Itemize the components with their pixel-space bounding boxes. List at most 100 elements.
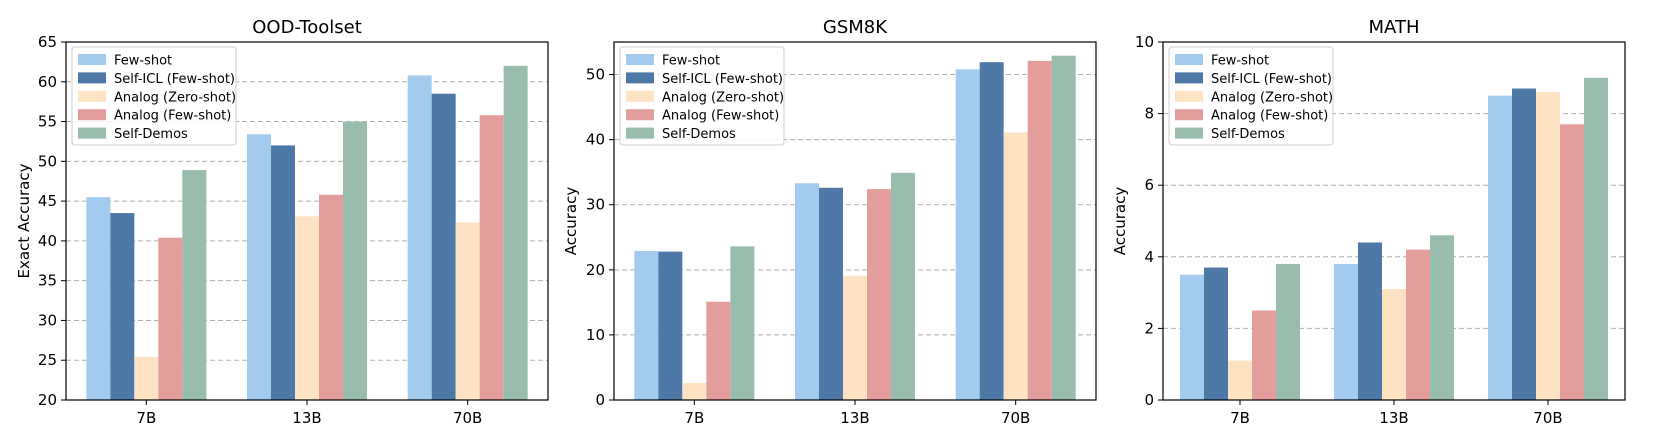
y-tick-label: 2 xyxy=(1144,319,1154,337)
x-tick-label: 70B xyxy=(1001,409,1030,427)
legend-label: Analog (Few-shot) xyxy=(114,109,231,124)
bar-few-shot-70b xyxy=(955,69,980,400)
x-tick-label: 13B xyxy=(292,409,321,427)
legend-swatch xyxy=(626,72,654,84)
legend-label: Self-Demos xyxy=(1211,127,1285,142)
bar-analog-zero-shot--70b xyxy=(455,222,480,400)
y-tick-label: 40 xyxy=(586,131,605,149)
bar-self-icl-few-shot--13b xyxy=(1358,242,1382,400)
y-tick-label: 55 xyxy=(38,113,57,131)
bar-self-icl-few-shot--7b xyxy=(110,213,135,400)
y-tick-label: 35 xyxy=(38,272,57,290)
bar-analog-few-shot--70b xyxy=(1560,124,1584,400)
legend-label: Self-ICL (Few-shot) xyxy=(662,72,783,87)
bar-self-demos-13b xyxy=(891,172,915,400)
bar-few-shot-7b xyxy=(86,197,111,400)
y-tick-label: 20 xyxy=(586,261,605,279)
legend-swatch xyxy=(78,90,106,102)
legend-swatch xyxy=(78,54,106,65)
bar-self-demos-13b xyxy=(1430,235,1454,400)
bar-analog-zero-shot--13b xyxy=(1382,289,1406,400)
y-tick-label: 30 xyxy=(38,311,57,329)
legend-swatch xyxy=(78,72,106,84)
legend-label: Analog (Zero-shot) xyxy=(662,90,784,105)
chart-title: GSM8K xyxy=(823,17,888,38)
legend-label: Analog (Few-shot) xyxy=(1211,109,1328,124)
y-axis-label: Exact Accuracy xyxy=(15,163,33,278)
chart-panel-1: 20 25 30 35 40 45 50 55 60 65 7B 13B 70B OOD-Toolset E… xyxy=(15,17,549,427)
bar-analog-zero-shot--70b xyxy=(1536,92,1560,401)
y-axis-label: Accuracy xyxy=(1111,187,1129,256)
x-tick-label: 7B xyxy=(1230,409,1250,427)
bar-self-demos-7b xyxy=(730,246,755,400)
legend-swatch xyxy=(1175,54,1203,65)
bar-few-shot-13b xyxy=(1334,263,1358,400)
bar-analog-few-shot--7b xyxy=(158,237,183,400)
x-tick-label: 70B xyxy=(1533,409,1562,427)
bar-few-shot-70b xyxy=(407,75,432,400)
bar-analog-zero-shot--7b xyxy=(1228,360,1252,400)
bar-analog-zero-shot--7b xyxy=(682,383,707,400)
bar-self-icl-few-shot--7b xyxy=(658,251,683,400)
bar-analog-zero-shot--13b xyxy=(843,275,867,400)
y-tick-label: 10 xyxy=(586,326,605,344)
legend-label: Self-ICL (Few-shot) xyxy=(1211,72,1332,87)
y-tick-label: 25 xyxy=(38,351,57,369)
bar-self-icl-few-shot--70b xyxy=(979,62,1004,400)
legend: Few-shot Self-ICL (Few-shot) Analog (Zero-… xyxy=(619,46,785,146)
legend-label: Self-ICL (Few-shot) xyxy=(114,72,235,87)
y-tick-label: 20 xyxy=(38,391,57,409)
legend-swatch xyxy=(78,109,106,121)
bar-few-shot-13b xyxy=(795,183,819,400)
bar-analog-few-shot--70b xyxy=(1027,60,1052,400)
bar-few-shot-7b xyxy=(1180,274,1204,400)
y-tick-label: 45 xyxy=(38,192,57,210)
bar-self-demos-70b xyxy=(1584,77,1608,401)
bar-analog-few-shot--7b xyxy=(1252,310,1276,400)
legend-swatch xyxy=(1175,72,1203,84)
legend: Few-shot Self-ICL (Few-shot) Analog (Zero-… xyxy=(1168,46,1334,146)
bar-analog-few-shot--7b xyxy=(706,301,731,400)
y-tick-label: 8 xyxy=(1144,105,1154,123)
bar-analog-few-shot--13b xyxy=(867,189,891,400)
bar-self-icl-few-shot--7b xyxy=(1204,267,1228,400)
y-tick-label: 50 xyxy=(38,152,57,170)
bar-self-icl-few-shot--70b xyxy=(1512,88,1536,400)
legend-label: Self-Demos xyxy=(114,127,188,142)
bar-self-icl-few-shot--13b xyxy=(819,187,843,400)
bar-self-demos-13b xyxy=(343,121,367,401)
bar-analog-zero-shot--13b xyxy=(295,216,319,400)
bar-few-shot-7b xyxy=(634,250,659,400)
chart-panel-2: 0 10 20 30 40 50 7B 13B 70B GSM8K Accuracy Few-shot… xyxy=(562,17,1097,427)
bar-self-demos-70b xyxy=(503,65,528,400)
y-axis-label: Accuracy xyxy=(562,187,580,256)
legend-label: Few-shot xyxy=(662,54,720,69)
legend-label: Analog (Few-shot) xyxy=(662,109,779,124)
legend-label: Few-shot xyxy=(1211,54,1269,69)
x-tick-label: 70B xyxy=(453,409,482,427)
bar-analog-few-shot--13b xyxy=(319,194,343,400)
legend-box xyxy=(619,46,785,146)
y-tick-label: 4 xyxy=(1144,248,1154,266)
x-tick-label: 13B xyxy=(840,409,869,427)
legend-swatch xyxy=(1175,127,1203,139)
bar-few-shot-13b xyxy=(247,134,271,401)
bar-self-demos-7b xyxy=(182,170,207,400)
legend-swatch xyxy=(626,109,654,121)
bar-analog-few-shot--70b xyxy=(479,115,504,401)
legend-label: Few-shot xyxy=(114,54,172,69)
chart-title: MATH xyxy=(1369,17,1420,38)
bar-analog-zero-shot--7b xyxy=(134,357,159,400)
chart-title: OOD-Toolset xyxy=(252,17,362,38)
y-tick-label: 10 xyxy=(1135,33,1154,51)
legend-swatch xyxy=(626,54,654,65)
legend-label: Analog (Zero-shot) xyxy=(1211,90,1333,105)
x-tick-label: 7B xyxy=(136,409,156,427)
y-tick-label: 30 xyxy=(586,196,605,214)
legend-swatch xyxy=(626,127,654,139)
y-tick-label: 0 xyxy=(595,391,605,409)
x-tick-label: 13B xyxy=(1379,409,1408,427)
legend-box xyxy=(1168,46,1334,146)
bar-self-icl-few-shot--13b xyxy=(271,145,295,400)
